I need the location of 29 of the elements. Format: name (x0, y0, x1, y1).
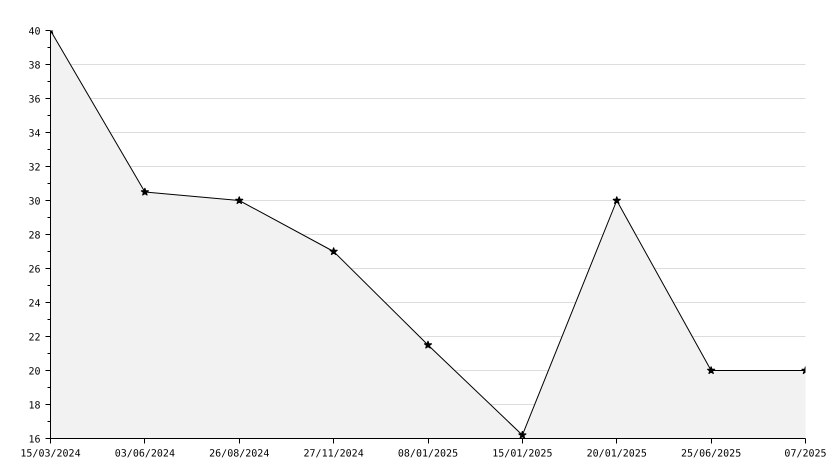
y-tick-label: 40 (28, 26, 41, 38)
point (706, 366, 716, 374)
point (140, 188, 150, 196)
y-tick-label: 18 (28, 400, 41, 412)
x-tick-label: 15/03/2024 (20, 448, 81, 460)
y-tick-label: 32 (28, 162, 41, 174)
y-tick-label: 26 (28, 264, 41, 276)
x-tick-label: 07/2025 (784, 448, 827, 460)
point (424, 340, 432, 349)
x-tick-label: 20/01/2025 (586, 448, 647, 460)
point (329, 247, 338, 256)
x-tick-label: 25/06/2025 (681, 448, 742, 460)
y-tick-label: 20 (28, 366, 41, 378)
y-tick-label: 34 (28, 128, 41, 140)
x-tick-label: 03/06/2024 (114, 448, 175, 460)
y-tick-label: 24 (28, 298, 41, 310)
y-tick-label: 36 (28, 94, 41, 106)
point (612, 196, 622, 204)
point (234, 196, 244, 204)
y-tick-label: 22 (28, 332, 41, 344)
x-tick-label: 26/08/2024 (209, 448, 270, 460)
y-tick-label: 28 (28, 230, 41, 242)
x-tick-label: 27/11/2024 (304, 448, 364, 460)
y-tick-label: 38 (28, 60, 41, 72)
y-tick-label: 30 (28, 196, 41, 208)
x-tick-label: 15/01/2025 (492, 448, 552, 460)
y-tick-label: 16 (28, 434, 41, 446)
x-tick-label: 08/01/2025 (398, 448, 458, 460)
point (518, 430, 527, 438)
